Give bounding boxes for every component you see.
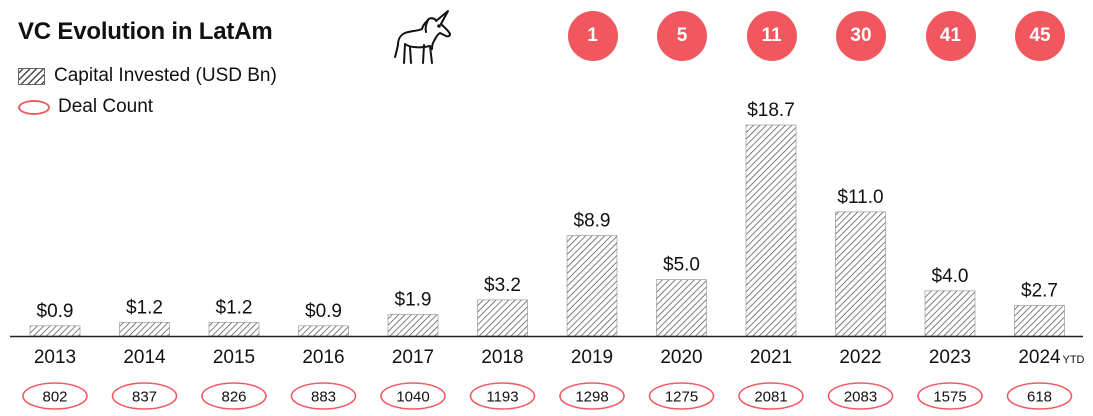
value-label-2018: $3.2 (484, 275, 521, 296)
deal-ellipse-2015 (201, 382, 267, 410)
bar-2019 (566, 235, 618, 337)
deal-ellipse-2018 (469, 382, 536, 410)
deal-ellipse-2023 (917, 382, 983, 410)
deal-count-2013: 802 (42, 389, 67, 406)
ellipse-swatch-icon (18, 99, 50, 115)
year-label-2020: 2020 (660, 347, 702, 368)
bar-2020 (656, 279, 707, 337)
chart-title: VC Evolution in LatAm (18, 18, 273, 45)
deal-ellipse-2013 (22, 382, 88, 410)
deal-ellipse-2021 (738, 382, 804, 410)
deal-count-2021: 2081 (754, 389, 787, 406)
bar-2013 (29, 325, 81, 337)
bar-2024 (1014, 305, 1065, 337)
deal-count-2018: 1193 (486, 389, 518, 406)
value-label-2014: $1.2 (126, 297, 163, 318)
year-label-2016: 2016 (302, 347, 344, 368)
legend-deals-label: Deal Count (58, 96, 154, 117)
unicorn-icon (394, 10, 451, 64)
unicorn-count-badge: 30 (836, 11, 886, 61)
year-label-2019: 2019 (571, 347, 613, 368)
year-label-2015: 2015 (213, 347, 255, 368)
deal-count-2014: 837 (132, 389, 157, 406)
deal-ellipse-2022 (827, 382, 894, 410)
bar-2017 (387, 314, 439, 337)
deal-count-2023: 1575 (933, 389, 966, 406)
year-label-2023: 2023 (929, 347, 971, 368)
year-label-2018: 2018 (481, 347, 523, 368)
legend-deals: Deal Count (18, 96, 153, 118)
deal-ellipse-2014 (111, 382, 178, 410)
year-label-2024: 2024 (1018, 347, 1061, 368)
value-label-2013: $0.9 (37, 301, 74, 322)
year-label-2014: 2014 (123, 347, 166, 368)
bar-2022 (835, 211, 886, 337)
bar-2014 (119, 322, 170, 337)
legend-capital-label: Capital Invested (USD Bn) (54, 65, 277, 86)
value-label-2023: $4.0 (932, 266, 969, 287)
value-label-2021: $18.7 (747, 100, 795, 121)
deal-ellipse-2016 (290, 382, 357, 410)
value-label-2016: $0.9 (305, 301, 342, 322)
deal-ellipse-2020 (648, 382, 715, 410)
deal-count-2022: 2083 (844, 389, 877, 406)
bar-2018 (477, 299, 528, 337)
year-label-2021: 2021 (750, 347, 792, 368)
value-label-2019: $8.9 (574, 211, 611, 232)
unicorn-count-badge: 41 (925, 11, 976, 61)
deal-ellipse-2017 (380, 382, 446, 410)
unicorn-count-badge: 1 (567, 11, 618, 61)
value-label-2017: $1.9 (395, 290, 432, 311)
deal-count-2016: 883 (311, 389, 336, 406)
ytd-label: YTD (1063, 354, 1085, 366)
deal-count-2017: 1040 (396, 389, 429, 406)
value-label-2015: $1.2 (216, 297, 253, 318)
year-label-2017: 2017 (392, 347, 434, 368)
bar-2021 (745, 124, 797, 337)
legend-capital: Capital Invested (USD Bn) (18, 65, 277, 87)
unicorn-count-badge: 5 (657, 11, 707, 61)
deal-count-2020: 1275 (665, 389, 698, 406)
deal-count-2019: 1298 (575, 389, 608, 406)
deal-count-2024: 618 (1027, 389, 1052, 406)
unicorn-count-badge: 11 (746, 11, 797, 61)
value-label-2020: $5.0 (663, 255, 700, 276)
year-label-2022: 2022 (839, 347, 881, 368)
deal-count-2015: 826 (221, 389, 246, 406)
bar-2015 (208, 322, 260, 337)
bar-2016 (298, 325, 349, 337)
bar-2023 (924, 290, 976, 337)
year-label-2013: 2013 (34, 347, 76, 368)
unicorn-count-badge: 45 (1015, 11, 1065, 61)
hatch-swatch-icon (18, 67, 45, 85)
deal-ellipse-2024 (1006, 382, 1073, 410)
deal-ellipse-2019 (559, 382, 625, 410)
value-label-2022: $11.0 (837, 187, 883, 208)
value-label-2024: $2.7 (1021, 281, 1058, 302)
